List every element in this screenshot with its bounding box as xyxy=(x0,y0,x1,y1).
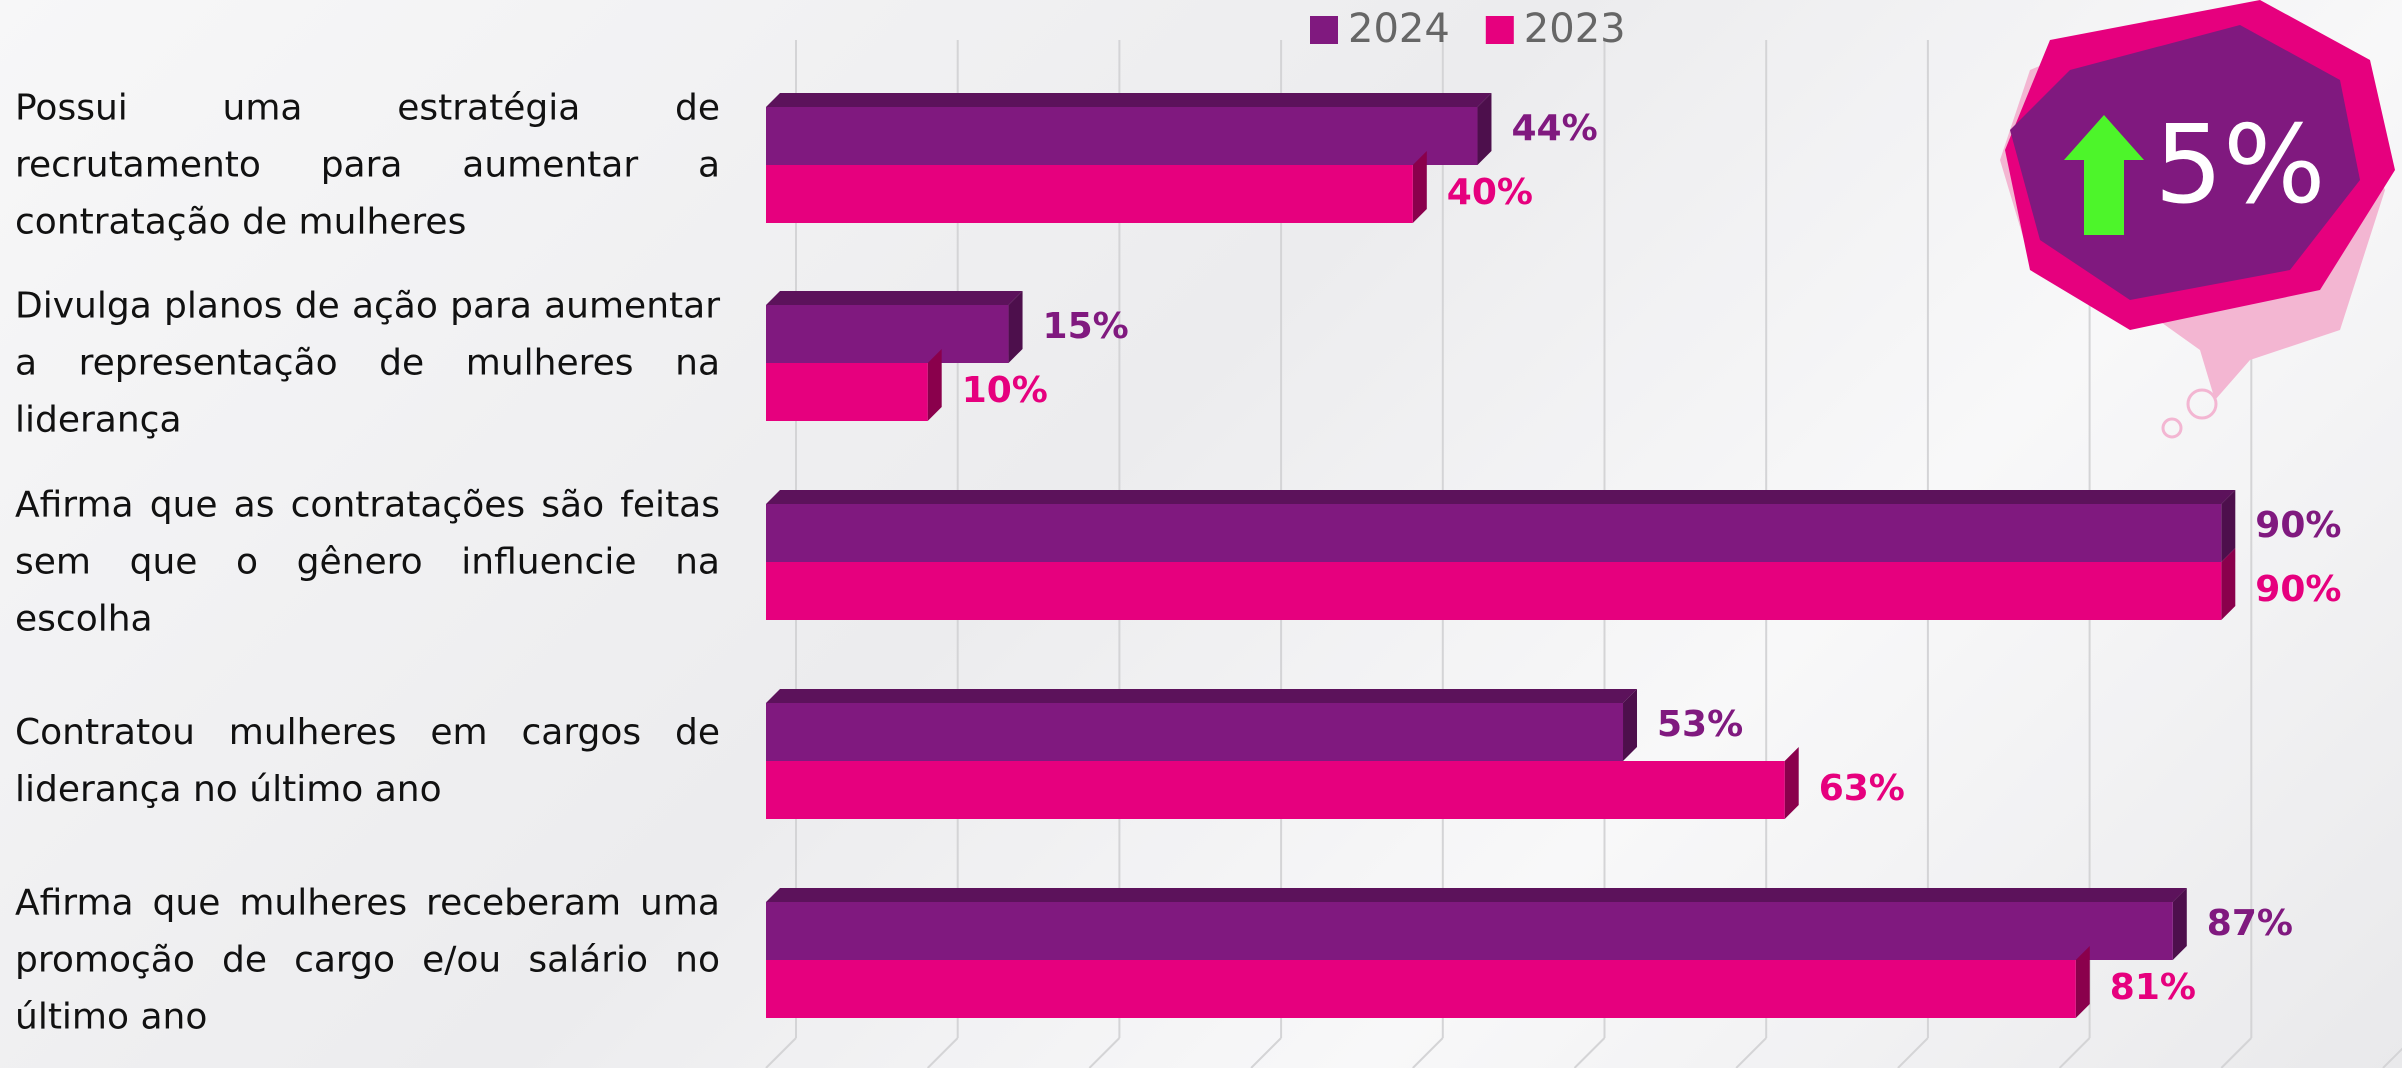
bar xyxy=(766,504,2222,562)
value-label: 90% xyxy=(2255,505,2341,546)
decor-circle xyxy=(2161,417,2183,439)
bar-top xyxy=(766,291,1023,305)
bar-side xyxy=(2221,548,2236,620)
bar-side xyxy=(1477,93,1492,165)
grid-foot xyxy=(1412,1037,1444,1068)
grid-foot xyxy=(1088,1037,1121,1068)
legend-swatch xyxy=(1310,16,1338,44)
callout-value: 5% xyxy=(2154,103,2325,228)
bar xyxy=(766,305,1009,363)
value-label: 90% xyxy=(2255,569,2341,610)
legend-swatch xyxy=(1485,16,1514,44)
up-arrow xyxy=(2064,115,2144,235)
value-label: 87% xyxy=(2207,903,2293,944)
category-label: Afirma que as contratações são feitas se… xyxy=(15,484,720,640)
bar xyxy=(766,761,1785,819)
grid-foot xyxy=(765,1037,797,1068)
grid-foot xyxy=(1573,1037,1606,1068)
bar-top xyxy=(766,93,1492,107)
grid-foot xyxy=(1250,1037,1282,1068)
bar xyxy=(766,363,928,421)
category-label: Possui uma estratégia de recrutamento pa… xyxy=(15,87,720,243)
bar-top xyxy=(766,888,2187,902)
bar-top xyxy=(766,490,2236,504)
value-label: 40% xyxy=(1447,172,1533,213)
grid-foot xyxy=(926,1037,959,1068)
bar-side xyxy=(2221,490,2236,562)
bar-top xyxy=(766,689,1638,703)
bar xyxy=(766,165,1413,223)
value-label: 53% xyxy=(1657,704,1743,745)
grid-foot xyxy=(1897,1037,1929,1068)
category-label: Afirma que mulheres receberam uma promoç… xyxy=(15,882,720,1038)
value-label: 15% xyxy=(1043,306,1129,347)
bar-side xyxy=(1623,689,1638,761)
value-label: 10% xyxy=(962,370,1048,411)
bar xyxy=(766,562,2222,620)
category-label: Contratou mulheres em cargos de lideranç… xyxy=(15,712,720,810)
legend-label: 2023 xyxy=(1524,6,1626,52)
bar-side xyxy=(1784,747,1799,819)
value-label: 81% xyxy=(2110,967,2196,1008)
bar xyxy=(766,107,1478,165)
callout: 5% xyxy=(2000,0,2395,439)
grid-foot xyxy=(1735,1037,1767,1068)
grid-foot xyxy=(2382,1047,2402,1068)
bar xyxy=(766,960,2076,1018)
bar xyxy=(766,703,1624,761)
grid-foot xyxy=(2058,1037,2091,1068)
legend-label: 2024 xyxy=(1348,6,1450,52)
bar-side xyxy=(2075,946,2090,1018)
bar-side xyxy=(1412,151,1427,223)
value-label: 63% xyxy=(1819,768,1905,809)
grid-foot xyxy=(2220,1037,2253,1068)
decor-circle xyxy=(2186,388,2218,420)
bar-side xyxy=(2172,888,2187,960)
bar-side xyxy=(927,349,942,421)
value-label: 44% xyxy=(1511,108,1597,149)
bar xyxy=(766,902,2173,960)
category-label: Divulga planos de ação para aumentar a r… xyxy=(15,285,720,441)
bar-side xyxy=(1008,291,1023,363)
